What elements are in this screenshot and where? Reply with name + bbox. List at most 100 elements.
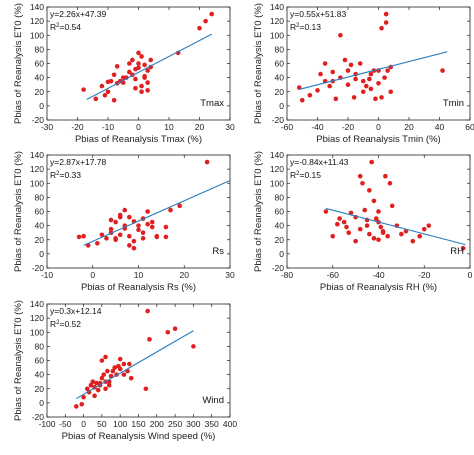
data-point <box>373 96 378 102</box>
r-squared-value: =0.54 <box>59 22 81 32</box>
data-point <box>367 76 372 82</box>
data-point <box>353 76 358 82</box>
data-point <box>108 217 114 223</box>
r-squared-exponent: 2 <box>56 171 60 177</box>
data-point <box>148 57 153 63</box>
data-point <box>136 223 141 228</box>
data-point <box>357 173 363 179</box>
data-point <box>149 224 155 230</box>
data-point <box>102 92 108 98</box>
data-point <box>165 329 171 335</box>
y-axis-label: Pbias of Reanalysis ET0 (%) <box>13 3 24 124</box>
r-squared-exponent: 2 <box>56 320 60 326</box>
data-point <box>322 61 328 66</box>
data-point <box>103 354 108 360</box>
data-point <box>382 75 387 80</box>
x-tick-label: 400 <box>223 419 237 429</box>
r-squared: R2=0.33 <box>50 170 81 180</box>
data-point <box>127 233 132 239</box>
y-tick-label: 40 <box>35 370 45 380</box>
data-point <box>136 50 141 56</box>
x-tick-label: -40 <box>311 122 324 132</box>
data-point <box>348 210 354 216</box>
r-squared-symbol: R <box>290 170 296 180</box>
y-tick-label: 140 <box>30 299 44 309</box>
data-point <box>335 221 340 227</box>
data-point <box>387 180 393 186</box>
x-tick-label: 100 <box>113 419 127 429</box>
y-tick-label: 140 <box>270 150 284 160</box>
y-tick-label: 100 <box>270 178 284 188</box>
x-tick-label: -100 <box>38 419 55 429</box>
y-axis-label: Pbias of Reanalysis ET0 (%) <box>13 300 24 421</box>
y-tick-label: -20 <box>32 412 45 422</box>
data-point <box>117 212 123 218</box>
y-tick-label: 20 <box>35 384 45 394</box>
x-tick-label: 30 <box>225 270 235 280</box>
data-point <box>136 65 141 71</box>
data-point <box>385 233 390 239</box>
y-tick-label: 80 <box>35 192 45 202</box>
data-point <box>147 337 152 342</box>
data-point <box>376 209 381 214</box>
data-point <box>145 68 150 73</box>
r-squared-value: =0.52 <box>59 319 81 329</box>
x-tick-label: 0 <box>136 122 141 132</box>
x-tick-label: 0 <box>376 122 381 132</box>
data-point <box>376 237 381 243</box>
data-point <box>440 68 445 73</box>
data-point <box>204 159 210 165</box>
y-tick-label: 0 <box>39 101 44 111</box>
y-tick-label: 100 <box>30 30 44 40</box>
x-tick-label: -40 <box>372 270 385 280</box>
data-point <box>337 216 342 221</box>
regression-equation: y=2.26x+47.39 <box>50 9 107 19</box>
r-squared: R2=0.13 <box>290 22 321 32</box>
data-point <box>140 236 146 241</box>
y-tick-label: 100 <box>270 30 284 40</box>
r-squared-value: =0.15 <box>299 170 321 180</box>
variable-label: Rs <box>212 246 224 257</box>
regression-equation: y=-0.84x+11.43 <box>290 157 349 167</box>
y-axis-label: Pbias of Reanalysis ET0 (%) <box>13 151 24 272</box>
y-axis-label: Pbias of Reanalysis ET0 (%) <box>253 3 264 124</box>
data-point <box>95 387 101 393</box>
y-tick-label: -20 <box>272 263 285 273</box>
data-point <box>399 231 404 237</box>
data-point <box>383 20 389 25</box>
y-tick-label: 0 <box>39 398 44 408</box>
y-tick-label: 20 <box>35 87 45 97</box>
data-point <box>145 80 150 85</box>
data-point <box>364 83 369 89</box>
x-tick-label: 200 <box>150 419 164 429</box>
data-point <box>367 231 372 237</box>
y-tick-label: 120 <box>30 313 44 323</box>
y-tick-label: 100 <box>30 327 44 337</box>
x-axis-label: Pbias of Reanalysis Rs (%) <box>81 282 196 293</box>
data-point <box>172 326 178 332</box>
y-tick-label: 60 <box>275 59 285 69</box>
x-tick-label: 0 <box>90 270 95 280</box>
data-point <box>127 69 132 75</box>
y-tick-label: 120 <box>270 164 284 174</box>
data-point <box>104 236 109 241</box>
y-tick-label: 0 <box>279 249 284 259</box>
data-point <box>362 207 368 213</box>
data-point <box>108 226 114 232</box>
regression-line <box>325 207 466 246</box>
x-tick-label: -60 <box>281 122 294 132</box>
data-point <box>383 11 389 17</box>
data-point <box>139 89 144 95</box>
data-point <box>127 61 132 66</box>
x-tick-label: 60 <box>465 122 474 132</box>
x-tick-label: 250 <box>168 419 182 429</box>
data-point <box>385 68 390 73</box>
data-point <box>360 89 366 95</box>
y-tick-label: 60 <box>35 207 45 217</box>
data-point <box>84 386 90 392</box>
y-tick-label: 80 <box>35 341 45 351</box>
data-point <box>360 180 365 186</box>
y-tick-label: -20 <box>272 115 285 125</box>
data-point <box>403 228 409 234</box>
data-point <box>323 209 329 214</box>
